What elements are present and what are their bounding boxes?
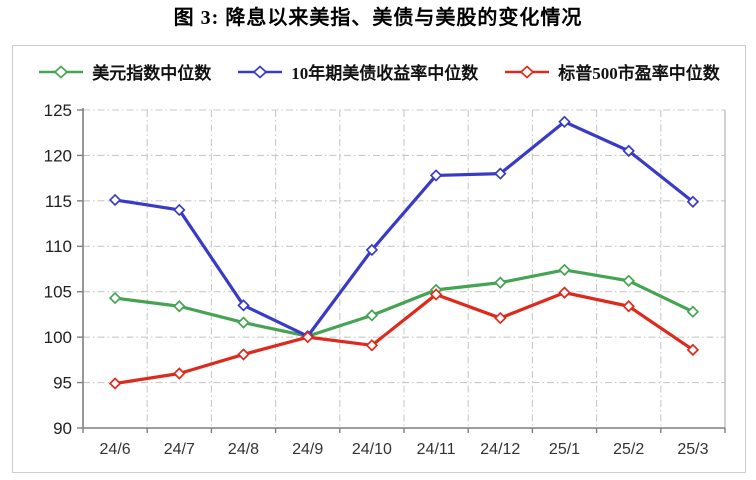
data-point-marker-s2-24/12 — [494, 311, 507, 325]
series-line-0 — [113, 268, 695, 338]
data-point-marker-s0-24/8 — [237, 316, 250, 329]
y-tick-label: 95 — [53, 374, 72, 393]
data-point-marker-s0-24/7 — [173, 300, 186, 313]
x-tick-label: 25/3 — [677, 441, 708, 458]
y-tick-label: 110 — [45, 237, 72, 256]
data-point-marker-s1-24/7 — [173, 203, 186, 217]
legend-marker-sp500-pe-icon — [505, 64, 550, 79]
x-tick-label: 24/6 — [100, 441, 131, 458]
x-tick-label: 25/2 — [613, 441, 644, 458]
legend-label-usd-index: 美元指数中位数 — [92, 64, 212, 83]
data-point-marker-s2-24/8 — [237, 348, 250, 361]
legend-marker-treasury-yield-icon — [238, 64, 283, 79]
data-point-marker-s2-25/3 — [686, 343, 700, 357]
legend-item-treasury-yield: 10年期美债收益率中位数 — [237, 59, 478, 84]
y-tick-label: 105 — [44, 283, 72, 302]
data-point-marker-s2-24/11 — [429, 288, 443, 301]
x-tick-label: 24/11 — [417, 441, 456, 458]
data-point-marker-s1-24/12 — [494, 167, 507, 180]
data-point-marker-s2-24/9 — [301, 330, 314, 344]
data-point-marker-s1-25/3 — [686, 195, 700, 208]
data-point-marker-s1-24/6 — [108, 193, 122, 207]
line-chart-plot: 90 95 100 105 110 115 120 125 24/6 24/7 24/8 24/9 24… — [44, 101, 726, 458]
x-tick-label: 24/12 — [480, 441, 520, 458]
data-point-marker-s0-25/2 — [622, 274, 635, 288]
data-point-marker-s0-25/3 — [686, 305, 700, 318]
data-point-marker-s1-24/10 — [365, 243, 379, 257]
x-tick-label: 24/9 — [292, 441, 323, 458]
x-tick-label: 24/10 — [352, 441, 392, 458]
chart-container: 90 95 100 105 110 115 120 125 24/6 24/7 24/8 24/9 24… — [12, 45, 746, 473]
data-point-marker-s1-24/8 — [237, 299, 250, 312]
data-point-marker-s0-24/6 — [108, 291, 122, 305]
y-tick-label: 90 — [53, 419, 72, 438]
data-point-marker-s1-25/1 — [558, 115, 571, 129]
data-point-marker-s2-24/6 — [108, 377, 122, 390]
data-point-marker-s0-25/1 — [558, 263, 571, 277]
data-point-marker-s0-24/12 — [494, 276, 507, 289]
legend-marker-usd-index-icon — [39, 64, 84, 79]
series-line-2 — [113, 291, 695, 386]
y-tick-label: 125 — [44, 101, 72, 120]
data-point-marker-s1-25/2 — [622, 144, 635, 158]
y-tick-label: 120 — [44, 146, 72, 165]
x-tick-label: 25/1 — [549, 441, 580, 458]
data-point-marker-s2-24/10 — [365, 339, 379, 352]
data-point-marker-s1-24/11 — [429, 169, 443, 182]
data-point-marker-s2-25/1 — [558, 286, 571, 299]
series-line-1 — [113, 120, 695, 338]
legend-item-sp500-pe: 标普500市盈率中位数 — [504, 59, 720, 84]
x-tick-label: 24/7 — [164, 441, 195, 458]
data-point-marker-s2-25/2 — [622, 300, 635, 313]
data-point-marker-s2-24/7 — [173, 367, 186, 380]
chart-title: 图 3: 降息以来美指、美债与美股的变化情况 — [173, 7, 583, 29]
y-tick-label: 100 — [44, 328, 72, 347]
legend-label-treasury-yield: 10年期美债收益率中位数 — [291, 64, 479, 83]
chart-legend: 美元指数中位数 10年期美债收益率中位数 标普500市盈率中位数 — [13, 59, 745, 84]
y-tick-label: 115 — [45, 192, 72, 211]
x-tick-label: 24/8 — [228, 441, 259, 458]
legend-item-usd-index: 美元指数中位数 — [38, 59, 211, 84]
data-point-marker-s0-24/10 — [365, 309, 379, 322]
legend-label-sp500-pe: 标普500市盈率中位数 — [558, 64, 720, 83]
